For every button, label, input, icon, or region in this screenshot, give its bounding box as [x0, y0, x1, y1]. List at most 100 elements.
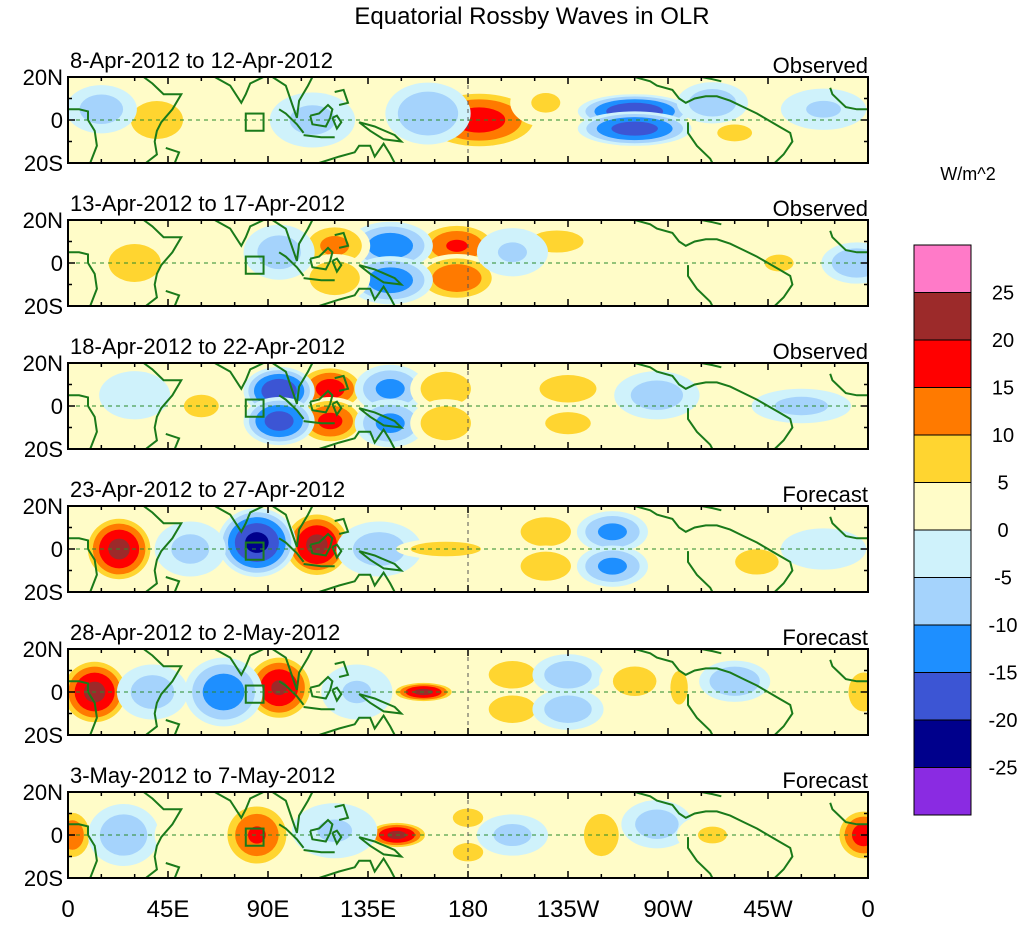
- coastline: [194, 363, 265, 391]
- anomaly-contour: [630, 380, 684, 410]
- coastline: [143, 792, 184, 878]
- coastline: [68, 792, 98, 878]
- coastline: [334, 660, 350, 678]
- units-label: W/m^2: [940, 164, 995, 184]
- anomaly-contour: [289, 105, 336, 135]
- y-tick-label: 20N: [23, 637, 63, 662]
- anomaly-contour: [774, 396, 828, 416]
- colorbar-level-label: 20: [992, 330, 1014, 352]
- colorbar-level-label: 25: [992, 283, 1014, 305]
- coastline: [334, 517, 350, 535]
- anomaly-contour: [130, 675, 175, 709]
- coastline: [687, 694, 714, 735]
- anomaly-contour: [717, 124, 753, 142]
- region-box: [244, 541, 265, 561]
- coastline: [687, 551, 714, 592]
- y-tick-label: 20S: [24, 866, 63, 891]
- coastline: [194, 649, 265, 677]
- anomaly-contour: [452, 843, 484, 862]
- coastline: [271, 506, 314, 548]
- anomaly-contour: [367, 232, 414, 259]
- y-tick-label: 20S: [24, 437, 63, 462]
- coastline: [634, 77, 794, 163]
- coastline: [143, 220, 184, 306]
- region-box: [244, 684, 265, 704]
- coastline: [309, 389, 334, 414]
- anomaly-contour: [99, 371, 171, 420]
- coastline: [634, 220, 794, 306]
- coastline: [318, 141, 396, 163]
- coastline: [68, 220, 98, 306]
- region-box: [244, 112, 265, 132]
- anomaly-contour: [544, 661, 592, 689]
- panel-1: 20N 0 20S 8-Apr-2012 to 12-Apr-2012 Observed: [23, 48, 869, 176]
- colorbar-level-label: 10: [992, 425, 1014, 447]
- colorbar-level-label: 0: [997, 520, 1008, 542]
- coastline: [634, 363, 794, 449]
- colorbar-level-label: -10: [989, 615, 1018, 637]
- colorbar-level-label: -5: [994, 568, 1012, 590]
- y-tick-label: 20S: [24, 294, 63, 319]
- coastline: [271, 363, 314, 405]
- panel-date-label: 13-Apr-2012 to 17-Apr-2012: [70, 191, 345, 216]
- coastline: [331, 257, 343, 274]
- x-tick-label: 90W: [643, 896, 693, 922]
- anomaly-contour: [583, 813, 619, 857]
- coastline: [194, 792, 265, 820]
- anomaly-contour: [497, 242, 527, 263]
- colorbar-level-label: -15: [989, 663, 1018, 685]
- coastline: [829, 659, 868, 683]
- coastline: [309, 532, 334, 557]
- panel-5: 20N 0 20S 28-Apr-2012 to 2-May-2012 Forecast: [23, 620, 869, 748]
- coastline: [271, 792, 314, 834]
- anomaly-contour: [520, 551, 571, 581]
- anomaly-contour: [531, 92, 561, 113]
- y-tick-label: 20S: [24, 723, 63, 748]
- y-tick-label: 20N: [23, 65, 63, 90]
- coastline: [309, 103, 334, 128]
- anomaly-contour: [558, 259, 644, 301]
- anomaly-contour: [79, 94, 124, 124]
- anomaly-contour: [99, 814, 148, 856]
- anomaly-contour: [806, 100, 841, 118]
- colorbar-swatch: [913, 244, 972, 293]
- anomaly-contour: [315, 378, 345, 399]
- coastline: [318, 284, 396, 306]
- colorbar-swatch: [913, 624, 972, 673]
- anomaly-contour: [318, 412, 343, 430]
- anomaly-contour: [183, 394, 219, 418]
- coastline: [358, 264, 405, 286]
- coastline: [318, 570, 396, 592]
- x-tick-label: 135E: [340, 896, 396, 922]
- anomaly-contour: [545, 412, 591, 435]
- coastline: [271, 649, 314, 691]
- coastline: [829, 802, 868, 826]
- panel-3: 20N 0 20S 18-Apr-2012 to 22-Apr-2012 Observe…: [23, 334, 869, 462]
- colorbar-swatch: [913, 672, 972, 721]
- anomaly-contour: [493, 823, 532, 847]
- colorbar-level-label: 15: [992, 378, 1014, 400]
- coastline: [143, 363, 184, 449]
- anomaly-contour: [488, 695, 537, 723]
- coastline: [303, 277, 335, 282]
- anomaly-contour: [520, 517, 571, 547]
- anomaly-contour: [831, 248, 868, 278]
- coastline: [165, 146, 181, 163]
- anomaly-contour: [375, 413, 405, 434]
- panel-4: 20N 0 20S 23-Apr-2012 to 27-Apr-2012 Forecas…: [23, 477, 869, 605]
- coastline: [687, 265, 714, 306]
- coastline: [271, 220, 314, 262]
- anomaly-contour: [264, 411, 294, 431]
- colorbar-swatch: [913, 577, 972, 626]
- anomaly-contour: [764, 254, 794, 272]
- anomaly-contour: [597, 523, 627, 541]
- anomaly-contour: [432, 264, 482, 292]
- coastline: [303, 849, 335, 854]
- y-tick-label: 0: [51, 823, 63, 848]
- y-tick-label: 20S: [24, 580, 63, 605]
- coastline: [331, 686, 343, 703]
- coastline: [687, 837, 714, 878]
- anomaly-contour: [192, 77, 300, 120]
- x-tick-label: 0: [61, 896, 74, 922]
